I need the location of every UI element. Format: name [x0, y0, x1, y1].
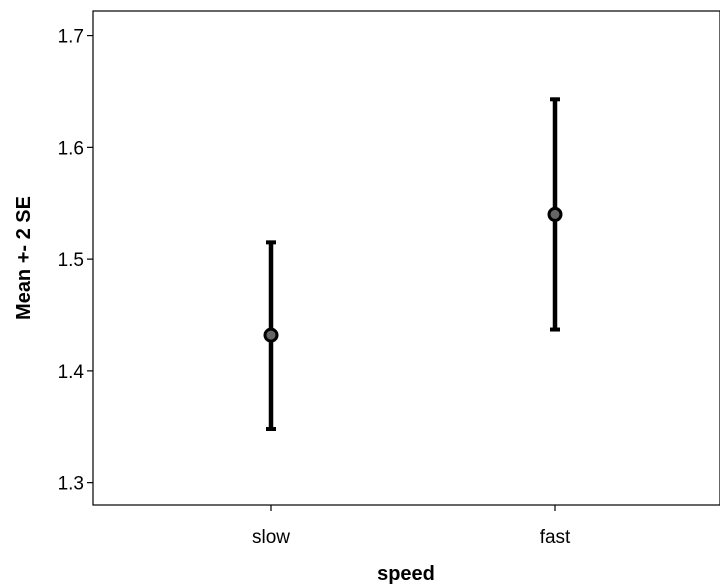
- mean-marker-slow: [263, 327, 279, 343]
- y-axis-title: Mean +- 2 SE: [13, 196, 35, 320]
- y-axis: 1.3 1.4 1.5 1.6 1.7: [58, 27, 93, 495]
- plot-frame: [92, 10, 720, 506]
- x-axis-title: speed: [377, 563, 435, 585]
- y-tick-label: 1.7: [58, 27, 84, 48]
- y-tick-label: 1.5: [58, 250, 84, 271]
- y-tick-label: 1.4: [58, 362, 85, 383]
- x-axis: slow fast: [252, 505, 571, 548]
- x-tick-label: fast: [540, 527, 571, 548]
- mean-marker-fast: [547, 206, 563, 222]
- y-tick-label: 1.6: [58, 138, 84, 159]
- data-marks: [263, 97, 563, 431]
- y-tick-label: 1.3: [58, 474, 84, 495]
- plot-border: [92, 10, 720, 506]
- x-tick-label: slow: [252, 527, 290, 548]
